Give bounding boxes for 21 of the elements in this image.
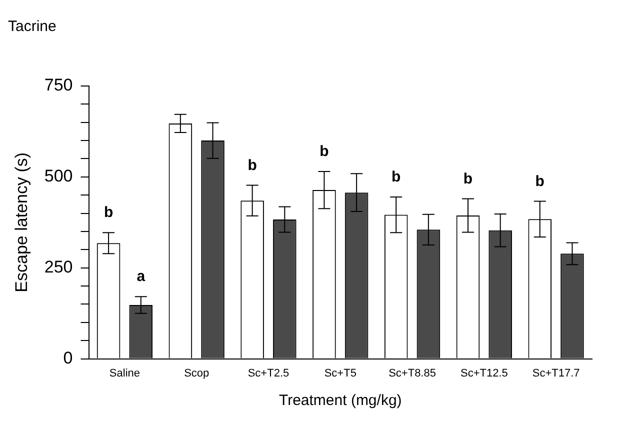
data-label: b: [463, 170, 473, 188]
x-tick-label: Scop: [184, 367, 210, 380]
data-label: b: [320, 143, 329, 160]
x-tick-label: Sc+T12.5: [460, 367, 508, 380]
data-label: b: [392, 168, 401, 186]
x-tick-label: Sc+T2.5: [248, 367, 290, 380]
data-label: b: [535, 172, 544, 190]
y-tick-label: 500: [44, 166, 73, 186]
data-label: b: [104, 204, 114, 222]
data-label: b: [248, 156, 257, 174]
x-tick-label: Sc+T5: [324, 367, 356, 380]
x-tick-label: Saline: [109, 367, 140, 380]
chart-title: Tacrine: [8, 18, 56, 36]
data-label: a: [136, 268, 146, 286]
y-tick-label: 0: [63, 348, 73, 368]
x-tick-label: Sc+T8.85: [388, 367, 436, 380]
x-tick-label: Sc+T17.7: [532, 367, 580, 380]
x-axis-title: Treatment (mg/kg): [278, 392, 402, 410]
y-axis-title: Escape latency (s): [12, 152, 31, 292]
y-tick-label: 750: [44, 76, 73, 95]
y-tick-label: 250: [44, 258, 73, 277]
